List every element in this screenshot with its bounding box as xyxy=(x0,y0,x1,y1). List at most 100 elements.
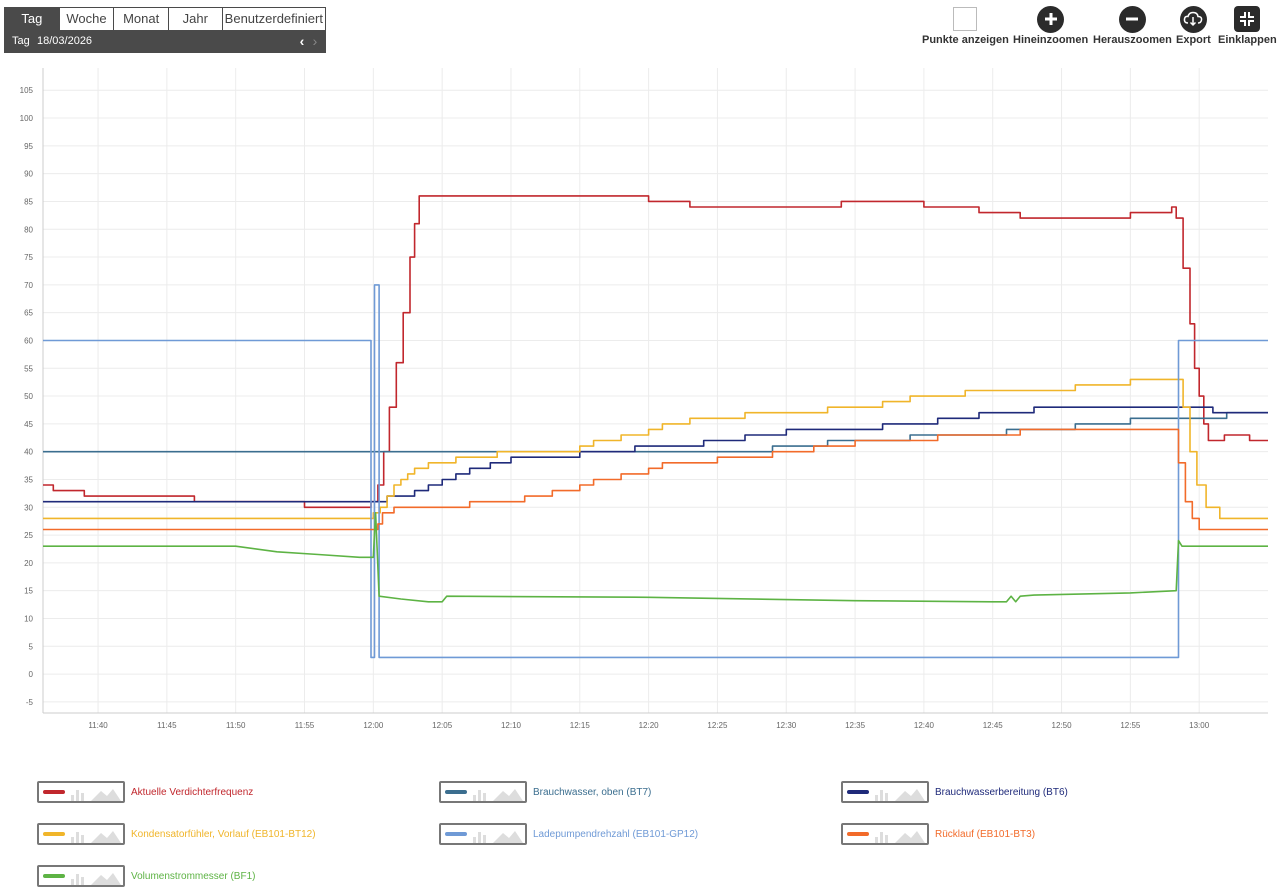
y-tick-label: 70 xyxy=(24,281,33,290)
y-tick-label: 45 xyxy=(24,420,33,429)
y-tick-label: 95 xyxy=(24,142,33,151)
legend-item-compressor-frequency[interactable]: Aktuelle Verdichterfrequenz xyxy=(37,781,253,803)
series-line-7 xyxy=(43,511,1268,603)
legend-item-charge-pump-speed[interactable]: Ladepumpendrehzahl (EB101-GP12) xyxy=(439,823,698,845)
plus-icon xyxy=(1037,5,1065,33)
x-tick-label: 11:50 xyxy=(226,721,246,730)
legend-label: Aktuelle Verdichterfrequenz xyxy=(131,786,254,798)
y-tick-label: -5 xyxy=(26,698,34,707)
legend-toggle[interactable] xyxy=(439,781,527,803)
y-tick-label: 55 xyxy=(24,364,33,373)
legend-toggle[interactable] xyxy=(37,781,125,803)
y-tick-label: 15 xyxy=(24,587,33,596)
y-tick-label: 80 xyxy=(24,225,33,234)
x-tick-label: 12:30 xyxy=(776,721,797,730)
y-tick-label: 60 xyxy=(24,336,33,345)
x-tick-label: 12:10 xyxy=(501,721,522,730)
chart-type-icon xyxy=(875,831,925,843)
legend-label: Rücklauf (EB101-BT3) xyxy=(935,828,1036,840)
checkbox-icon[interactable] xyxy=(953,7,978,31)
y-tick-label: 30 xyxy=(24,503,33,512)
x-tick-label: 12:25 xyxy=(707,721,728,730)
chart-type-icon xyxy=(875,789,925,801)
x-tick-label: 12:00 xyxy=(363,721,384,730)
y-tick-label: 65 xyxy=(24,309,33,318)
cloud-download-icon xyxy=(1179,5,1207,33)
legend-label: Volumenstrommesser (BF1) xyxy=(131,870,256,882)
y-tick-label: 85 xyxy=(24,197,33,206)
show-points-label: Punkte anzeigen xyxy=(922,34,1009,46)
y-tick-label: 100 xyxy=(20,114,34,123)
legend-swatch xyxy=(847,790,869,794)
x-tick-label: 11:55 xyxy=(295,721,315,730)
x-tick-label: 12:40 xyxy=(914,721,935,730)
tab-month[interactable]: Monat xyxy=(113,8,168,30)
y-tick-label: 50 xyxy=(24,392,33,401)
y-tick-label: 25 xyxy=(24,531,33,540)
legend-label: Kondensatorfühler, Vorlauf (EB101-BT12) xyxy=(131,828,316,840)
zoom-in-button[interactable]: Hineinzoomen xyxy=(1013,5,1088,46)
x-tick-label: 12:35 xyxy=(845,721,866,730)
legend-toggle[interactable] xyxy=(37,865,125,887)
minus-icon xyxy=(1118,5,1146,33)
x-tick-label: 12:15 xyxy=(570,721,591,730)
zoom-out-label: Herauszoomen xyxy=(1093,34,1172,46)
tab-year[interactable]: Jahr xyxy=(167,8,222,30)
tab-week[interactable]: Woche xyxy=(58,8,114,30)
date-label: Tag xyxy=(12,35,30,47)
x-tick-label: 12:20 xyxy=(639,721,660,730)
series-line-6 xyxy=(43,428,1268,531)
legend-item-return[interactable]: Rücklauf (EB101-BT3) xyxy=(841,823,1035,845)
chart-type-icon xyxy=(71,789,121,801)
legend-toggle[interactable] xyxy=(841,781,929,803)
legend-swatch xyxy=(445,832,467,836)
next-day-button[interactable]: › xyxy=(312,33,318,49)
zoom-out-button[interactable]: Herauszoomen xyxy=(1093,5,1172,46)
legend-item-hot-water-top[interactable]: Brauchwasser, oben (BT7) xyxy=(439,781,651,803)
legend-swatch xyxy=(445,790,467,794)
legend-toggle[interactable] xyxy=(37,823,125,845)
x-tick-label: 12:05 xyxy=(432,721,453,730)
tab-custom[interactable]: Benutzerdefiniert xyxy=(221,8,325,30)
date-value: 18/03/2026 xyxy=(37,35,93,47)
series-line-5 xyxy=(43,284,1268,659)
zoom-in-label: Hineinzoomen xyxy=(1013,34,1089,46)
legend-label: Brauchwasserbereitung (BT6) xyxy=(935,786,1068,798)
legend-toggle[interactable] xyxy=(439,823,527,845)
y-tick-label: 35 xyxy=(24,475,33,484)
x-tick-label: 11:40 xyxy=(88,721,108,730)
collapse-icon xyxy=(1234,6,1261,32)
chart-type-icon xyxy=(473,789,523,801)
legend-label: Brauchwasser, oben (BT7) xyxy=(533,786,652,798)
export-button[interactable]: Export xyxy=(1176,5,1211,46)
show-points-toggle[interactable]: Punkte anzeigen xyxy=(922,5,1009,46)
tab-day[interactable]: Tag xyxy=(5,8,59,30)
y-tick-label: 105 xyxy=(20,86,34,95)
legend-label: Ladepumpendrehzahl (EB101-GP12) xyxy=(533,828,699,840)
series-line-1 xyxy=(43,195,1268,509)
x-tick-label: 11:45 xyxy=(157,721,177,730)
y-tick-label: 90 xyxy=(24,170,33,179)
chart-type-icon xyxy=(473,831,523,843)
period-selector: Tag Woche Monat Jahr Benutzerdefiniert T… xyxy=(4,7,326,53)
y-tick-label: 40 xyxy=(24,448,33,457)
period-tabs: Tag Woche Monat Jahr Benutzerdefiniert xyxy=(5,8,325,30)
series-line-3 xyxy=(43,406,1268,503)
y-tick-label: 5 xyxy=(29,642,34,651)
collapse-label: Einklappen xyxy=(1218,34,1277,46)
legend-swatch xyxy=(43,874,65,878)
legend-toggle[interactable] xyxy=(841,823,929,845)
chart-type-icon xyxy=(71,831,121,843)
prev-day-button[interactable]: ‹ xyxy=(299,33,305,49)
line-chart: -5 0 5 10 15 20 25 30 35 40 45 50 55 60 65 70 75 80 85 90 95… xyxy=(20,68,1268,730)
legend-item-flow-meter[interactable]: Volumenstrommesser (BF1) xyxy=(37,865,255,887)
legend-swatch xyxy=(43,790,65,794)
x-tick-label: 13:00 xyxy=(1189,721,1210,730)
x-tick-label: 12:50 xyxy=(1052,721,1073,730)
x-tick-label: 12:45 xyxy=(983,721,1004,730)
legend-item-condenser-supply[interactable]: Kondensatorfühler, Vorlauf (EB101-BT12) xyxy=(37,823,316,845)
legend-item-hot-water-charging[interactable]: Brauchwasserbereitung (BT6) xyxy=(841,781,1068,803)
collapse-button[interactable]: Einklappen xyxy=(1218,5,1277,46)
export-label: Export xyxy=(1176,34,1211,46)
legend-swatch xyxy=(43,832,65,836)
